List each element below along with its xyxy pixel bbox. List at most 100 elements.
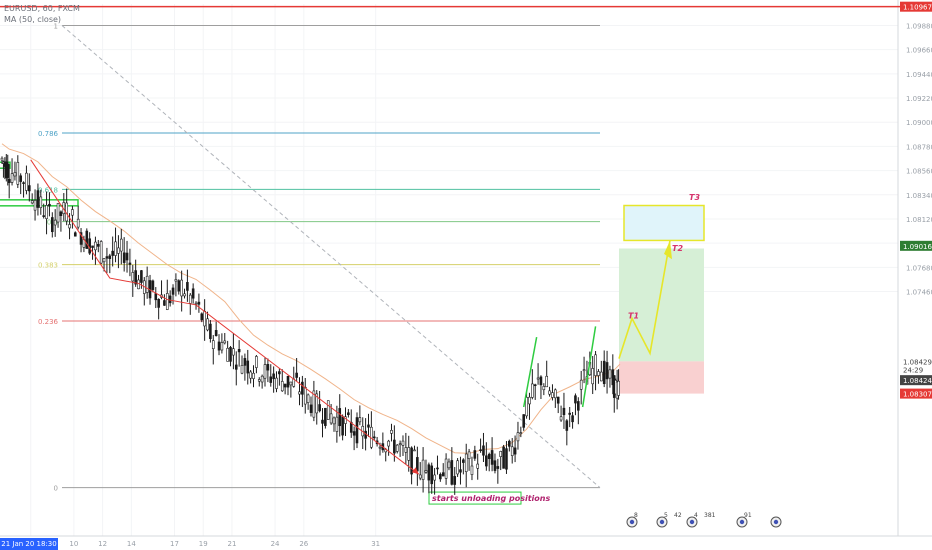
candle-body [559,416,563,421]
candle-body [568,412,571,415]
candle-body [418,474,422,479]
candle-body [335,416,339,432]
candle-body [533,384,537,387]
candle-body [496,466,500,469]
candle-body [194,302,198,305]
candle-body [410,447,413,475]
price-tag-bg [900,1,932,12]
candle-body [171,287,175,295]
candle-body [447,461,451,469]
candle-body [94,241,97,251]
event-icon-dot [773,519,779,525]
candle-body [608,369,612,379]
candle-body [545,375,549,388]
candle-body [134,270,137,285]
candle-body [36,190,40,208]
candle-body [286,375,290,388]
candle-body [347,412,350,416]
price-tag-bg [900,375,932,386]
candle-body [114,241,117,256]
candle-body [551,392,554,398]
candle-body [108,255,112,259]
candle-body [16,162,20,185]
annotation-text: starts unloading positions [432,494,550,503]
candle-body [188,294,192,304]
candle-body [260,375,264,383]
candle-body [395,444,399,452]
candle-body [51,217,54,233]
candle-body [25,172,28,191]
price-tag: 1.08424 [900,375,932,386]
candle-body [243,358,247,366]
candle-body [10,173,14,183]
candle-body [76,218,80,228]
candle-body [278,371,281,375]
price-axis: 1.09880 1.09660 1.09440 1.09220 1.09000 1.087… [906,22,932,296]
candle-body [473,450,477,459]
event-icon-dot [629,519,635,525]
event-count: 381 [704,512,716,519]
candle-body [0,157,4,161]
candle-body [303,386,307,405]
fib-level-label: 0.618 [38,186,58,194]
candle-body [493,460,497,471]
price-tag-text: 1.08429 [903,358,932,366]
candle-body [122,252,126,263]
candle-body [594,354,597,376]
candle-body [444,458,448,479]
candle-body [605,362,609,380]
candle-body [174,279,178,282]
candle-body [137,279,140,290]
candle-body [99,241,103,264]
event-count: 5 [664,512,668,519]
candle-body [519,432,523,434]
candle-body [177,280,181,292]
candle-body [306,394,310,403]
candle-body [577,401,580,411]
candle-body [56,203,60,223]
time-tick-label: 24 [271,540,280,548]
candle-body [326,400,330,420]
price-tag-text: 1.08424 [903,377,932,385]
candle-body [499,451,503,457]
price-tick-label: 1.08120 [906,216,932,224]
candle-body [617,380,620,396]
candle-body [421,459,425,480]
candle-body [513,447,517,455]
candle-body [39,196,43,208]
time-tick-label: 26 [299,540,308,548]
candle-body [441,472,445,477]
candle-body [145,275,149,293]
price-tag-text: 1.08307 [903,391,932,399]
candle-body [223,340,227,344]
annotation-box [428,491,522,505]
candle-body [427,464,431,481]
event-count: 91 [744,512,752,519]
candle-body [85,230,89,249]
candle-body [332,417,336,425]
price-tag: 1.10967 [900,1,932,12]
candle-body [404,447,408,453]
candle-body [490,450,494,465]
candle-body [312,390,316,418]
candle-body [321,419,324,424]
t3-target-box [623,204,705,242]
price-tick-label: 1.07460 [906,288,932,296]
candle-body [301,381,304,395]
candle-body [479,449,482,451]
candle-body [28,185,31,192]
candle-body [522,414,526,428]
price-tick-label: 1.09660 [906,47,932,55]
candle-body [140,270,143,283]
candle-body [269,376,273,383]
candle-body [539,376,543,386]
candle-body [71,209,74,216]
trend-arrows [30,159,672,475]
downtrend-arrow [30,159,420,475]
take-profit-zone [619,248,704,362]
fib-level-label: 0 [54,485,58,493]
candle-body [602,360,606,385]
candle-body [42,215,45,217]
